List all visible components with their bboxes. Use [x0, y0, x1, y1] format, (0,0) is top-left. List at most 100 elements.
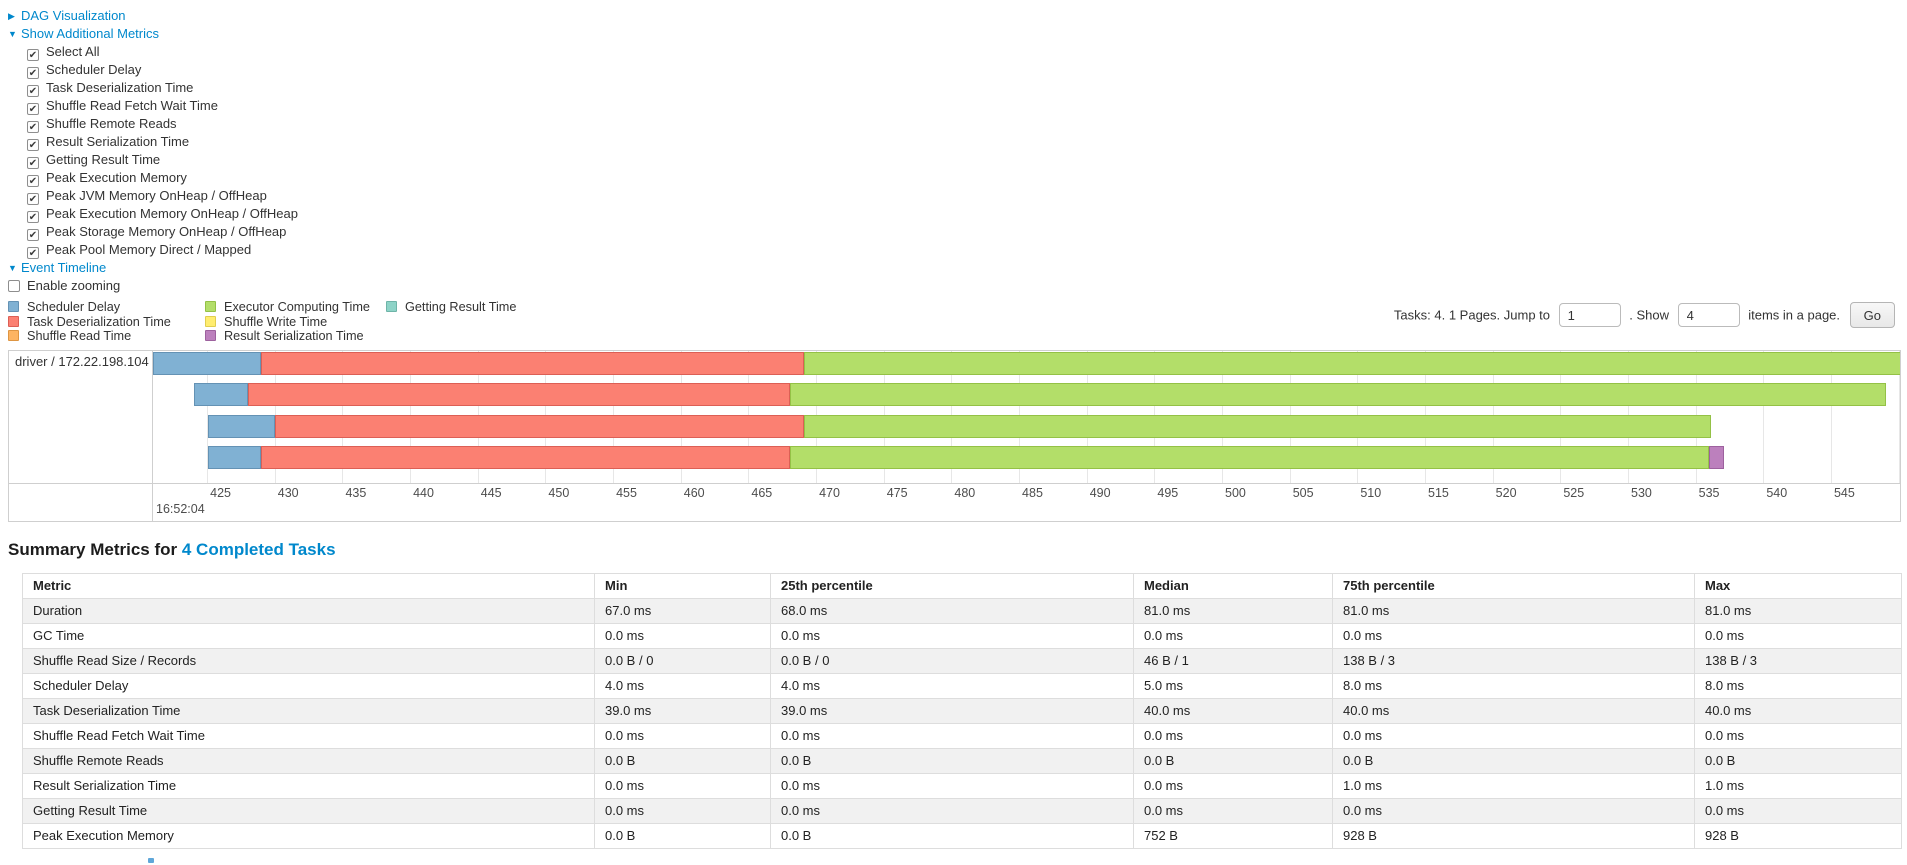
- jump-to-page-input[interactable]: [1558, 303, 1621, 327]
- metric-checkbox-shuffle-read-fetch-wait-time[interactable]: ✔: [27, 103, 39, 115]
- task-bar-segment-result_serialization[interactable]: [1709, 445, 1725, 469]
- metric-checkbox-label: Peak Execution Memory OnHeap / OffHeap: [46, 206, 298, 221]
- task-bar-segment-scheduler[interactable]: [208, 445, 262, 469]
- show-additional-metrics-toggle[interactable]: ▼ Show Additional Metrics: [8, 25, 1907, 43]
- axis-major-time-label: 16:52:04: [156, 501, 205, 516]
- show-additional-metrics-label: Show Additional Metrics: [21, 26, 160, 41]
- axis-tick-label: 530: [1631, 485, 1652, 500]
- legend-label: Result Serialization Time: [224, 329, 364, 344]
- axis-tick-label: 545: [1833, 485, 1855, 500]
- metric-checkbox-peak-execution-memory[interactable]: ✔: [27, 175, 39, 187]
- metric-value-cell: 0.0 ms: [594, 622, 771, 649]
- enable-zooming-label: Enable zooming: [27, 278, 121, 293]
- timeline-axis-row: 16:52:04 425 430 435 440 445 450 455 460 465 470 4…: [9, 482, 1900, 521]
- table-row-peak-execution-memory: Peak Execution Memory 0.0 B 0.0 B 752 B 928 …: [22, 822, 1902, 849]
- axis-tick-label: 525: [1563, 485, 1585, 500]
- task-bar-segment-deserialization[interactable]: [274, 414, 804, 438]
- metric-checkbox-select-all[interactable]: ✔: [27, 49, 39, 61]
- go-button[interactable]: Go: [1849, 302, 1895, 328]
- axis-tick-label: 430: [277, 485, 299, 500]
- enable-zooming-checkbox[interactable]: [8, 280, 20, 292]
- metric-list-item: ✔ Peak Execution Memory OnHeap / OffHeap: [27, 205, 1907, 223]
- task-bar-segment-scheduler[interactable]: [208, 414, 275, 438]
- enable-zooming-control: Enable zooming: [8, 277, 1907, 295]
- legend-label: Task Deserialization Time: [27, 314, 171, 329]
- metric-checkbox-label: Peak Execution Memory: [46, 170, 187, 185]
- metric-checkbox-label: Select All: [46, 44, 100, 59]
- axis-tick-label: 515: [1428, 485, 1449, 500]
- metric-checkbox-shuffle-remote-reads[interactable]: ✔: [27, 121, 39, 133]
- legend-label: Executor Computing Time: [224, 300, 370, 314]
- task-bar-segment-scheduler[interactable]: [153, 351, 262, 375]
- task-bar-segment-compute[interactable]: [803, 414, 1711, 438]
- gridline: [207, 350, 209, 483]
- metric-checkbox-label: Peak JVM Memory OnHeap / OffHeap: [46, 188, 267, 203]
- metric-value-cell: 81.0 ms: [1332, 597, 1695, 624]
- items-per-page-input[interactable]: [1677, 303, 1740, 327]
- legend-label: Getting Result Time: [405, 300, 517, 314]
- column-header-75th-percentile: 75th percentile: [1332, 572, 1695, 599]
- legend-item-result-serialization-time: Result Serialization Time: [205, 329, 386, 344]
- task-bar-segment-deserialization[interactable]: [261, 445, 791, 469]
- legend-item-shuffle-read-time: Shuffle Read Time: [8, 329, 205, 344]
- metric-value-cell: 81.0 ms: [1133, 597, 1333, 624]
- metric-checkbox-label: Shuffle Read Fetch Wait Time: [46, 98, 218, 113]
- metric-name-cell: Shuffle Read Size / Records: [22, 647, 595, 674]
- legend-column: Getting Result Time: [386, 300, 516, 344]
- metric-name-cell: GC Time: [22, 622, 595, 649]
- chevron-down-icon: ▼: [8, 263, 17, 273]
- metric-list-item: ✔ Peak Pool Memory Direct / Mapped: [27, 241, 1907, 259]
- metric-value-cell: 0.0 ms: [1133, 772, 1333, 799]
- event-timeline-chart: driver / 172.22.198.104 16:52:04 425 430 4…: [8, 349, 1901, 522]
- metric-name-cell: Shuffle Remote Reads: [22, 747, 595, 774]
- task-bar-segment-compute[interactable]: [790, 382, 1887, 406]
- metric-list-item: ✔ Getting Result Time: [27, 151, 1907, 169]
- metric-value-cell: 0.0 B: [594, 822, 771, 849]
- metric-value-cell: 8.0 ms: [1694, 672, 1902, 699]
- legend-swatch-icon: [8, 330, 19, 342]
- dag-visualization-label: DAG Visualization: [21, 8, 126, 23]
- metric-value-cell: 1.0 ms: [1694, 772, 1902, 799]
- task-bar-segment-compute[interactable]: [790, 445, 1710, 469]
- metric-value-cell: 0.0 ms: [770, 772, 1134, 799]
- metric-value-cell: 928 B: [1332, 822, 1695, 849]
- metric-value-cell: 68.0 ms: [770, 597, 1134, 624]
- metric-checkbox-getting-result-time[interactable]: ✔: [27, 157, 39, 169]
- completed-tasks-link[interactable]: 4 Completed Tasks: [181, 539, 336, 559]
- table-row-gc-time: GC Time 0.0 ms 0.0 ms 0.0 ms 0.0 ms 0.0 ms: [22, 622, 1902, 649]
- metric-checkbox-result-serialization-time[interactable]: ✔: [27, 139, 39, 151]
- pagination-summary: Tasks: 4. 1 Pages. Jump to: [1393, 307, 1550, 323]
- legend-swatch-icon: [8, 301, 19, 312]
- metric-value-cell: 0.0 ms: [770, 722, 1134, 749]
- event-timeline-toggle[interactable]: ▼ Event Timeline: [8, 259, 1907, 277]
- task-bar-segment-compute[interactable]: [803, 351, 1900, 375]
- metric-checkbox-peak-pool-memory-direct-mapped[interactable]: ✔: [27, 247, 39, 259]
- metric-list-item: ✔ Peak Storage Memory OnHeap / OffHeap: [27, 223, 1907, 241]
- metric-name-cell: Result Serialization Time: [22, 772, 595, 799]
- metric-checkbox-peak-storage-memory-onheap-offheap[interactable]: ✔: [27, 229, 39, 241]
- metric-checkbox-peak-jvm-memory-onheap-offheap[interactable]: ✔: [27, 193, 39, 205]
- task-pagination: Tasks: 4. 1 Pages. Jump to . Show items …: [1394, 302, 1895, 328]
- metric-value-cell: 1.0 ms: [1332, 772, 1695, 799]
- axis-tick-label: 460: [683, 485, 705, 500]
- metric-value-cell: 0.0 B: [594, 747, 771, 774]
- metric-value-cell: 39.0 ms: [594, 697, 771, 724]
- metric-value-cell: 40.0 ms: [1332, 697, 1695, 724]
- event-timeline-label: Event Timeline: [21, 260, 107, 275]
- metric-checkbox-scheduler-delay[interactable]: ✔: [27, 67, 39, 79]
- metric-checkbox-peak-execution-memory-onheap-offheap[interactable]: ✔: [27, 211, 39, 223]
- metric-list-item: ✔ Shuffle Remote Reads: [27, 115, 1907, 133]
- pagination-show-label: . Show: [1629, 307, 1669, 323]
- task-bar-segment-deserialization[interactable]: [247, 382, 791, 406]
- task-bar-segment-scheduler[interactable]: [193, 382, 248, 406]
- metric-checkbox-task-deserialization-time[interactable]: ✔: [27, 85, 39, 97]
- clipped-element-below-fold: [148, 858, 154, 863]
- metric-value-cell: 39.0 ms: [770, 697, 1134, 724]
- task-bar-segment-deserialization[interactable]: [261, 351, 804, 375]
- legend-swatch-icon: [205, 301, 216, 312]
- summary-metrics-title: Summary Metrics for 4 Completed Tasks: [8, 540, 1907, 560]
- dag-visualization-toggle[interactable]: ▶ DAG Visualization: [8, 7, 1907, 25]
- metric-value-cell: 0.0 B / 0: [770, 647, 1134, 674]
- timeline-legend: Scheduler Delay Task Deserialization Time…: [8, 300, 516, 344]
- metric-checkbox-label: Peak Pool Memory Direct / Mapped: [46, 242, 252, 257]
